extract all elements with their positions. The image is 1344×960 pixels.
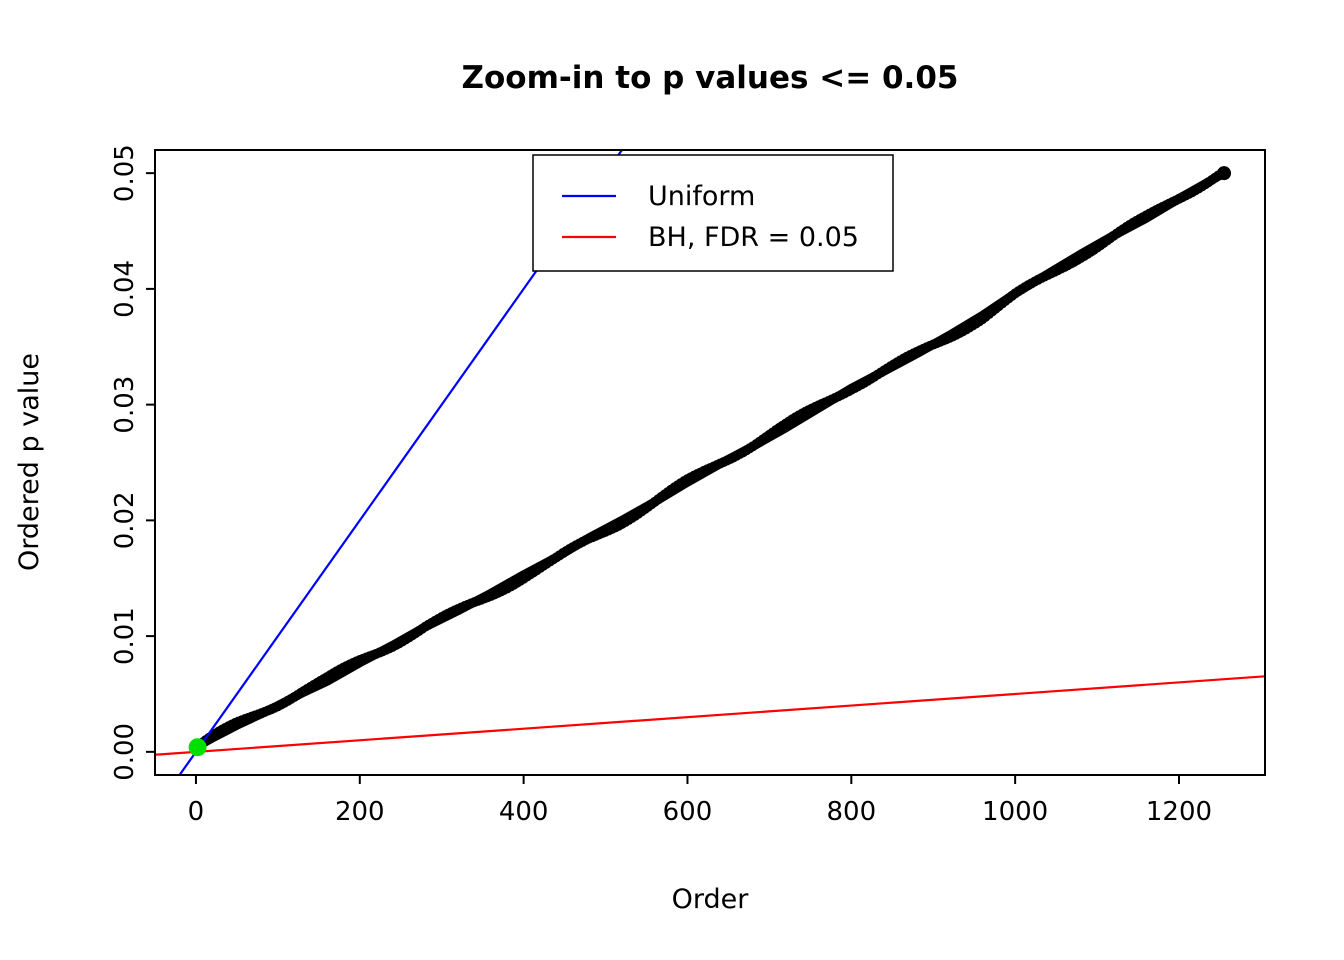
y-tick-label: 0.02: [110, 491, 140, 549]
y-tick-label: 0.00: [110, 723, 140, 781]
bh-line-segment: [155, 675, 1265, 756]
x-tick-label: 600: [663, 797, 713, 827]
x-axis-label: Order: [672, 884, 750, 915]
x-tick-label: 400: [499, 797, 549, 827]
x-axis: 0 200 400 600 800 1000 1200: [188, 775, 1212, 827]
x-tick-label: 1200: [1146, 797, 1212, 827]
legend-box: [532, 154, 894, 272]
y-tick-label: 0.01: [110, 607, 140, 665]
y-tick-label: 0.03: [110, 376, 140, 434]
significant-points-point: [188, 738, 207, 757]
x-tick-label: 0: [188, 797, 205, 827]
significant-points: [188, 738, 207, 757]
x-tick-label: 200: [335, 797, 385, 827]
plot-title: Zoom-in to p values <= 0.05: [462, 60, 959, 96]
legend: Uniform BH, FDR = 0.05: [532, 154, 894, 272]
x-tick-label: 1000: [982, 797, 1048, 827]
ordered-p-values: [190, 166, 1232, 753]
y-axis-label: Ordered p value: [14, 353, 45, 571]
legend-entry-label: Uniform: [648, 181, 755, 212]
x-tick-label: 800: [826, 797, 876, 827]
data-series-layer: [155, 150, 1265, 775]
legend-entry-label: BH, FDR = 0.05: [648, 222, 859, 253]
y-tick-label: 0.05: [110, 144, 140, 202]
y-axis: 0.00 0.01 0.02 0.03 0.04 0.05: [110, 144, 155, 781]
bh-line: [155, 675, 1265, 756]
y-tick-label: 0.04: [110, 260, 140, 318]
p-value-endpoint: [1217, 166, 1232, 181]
plot-border: [154, 149, 1266, 776]
